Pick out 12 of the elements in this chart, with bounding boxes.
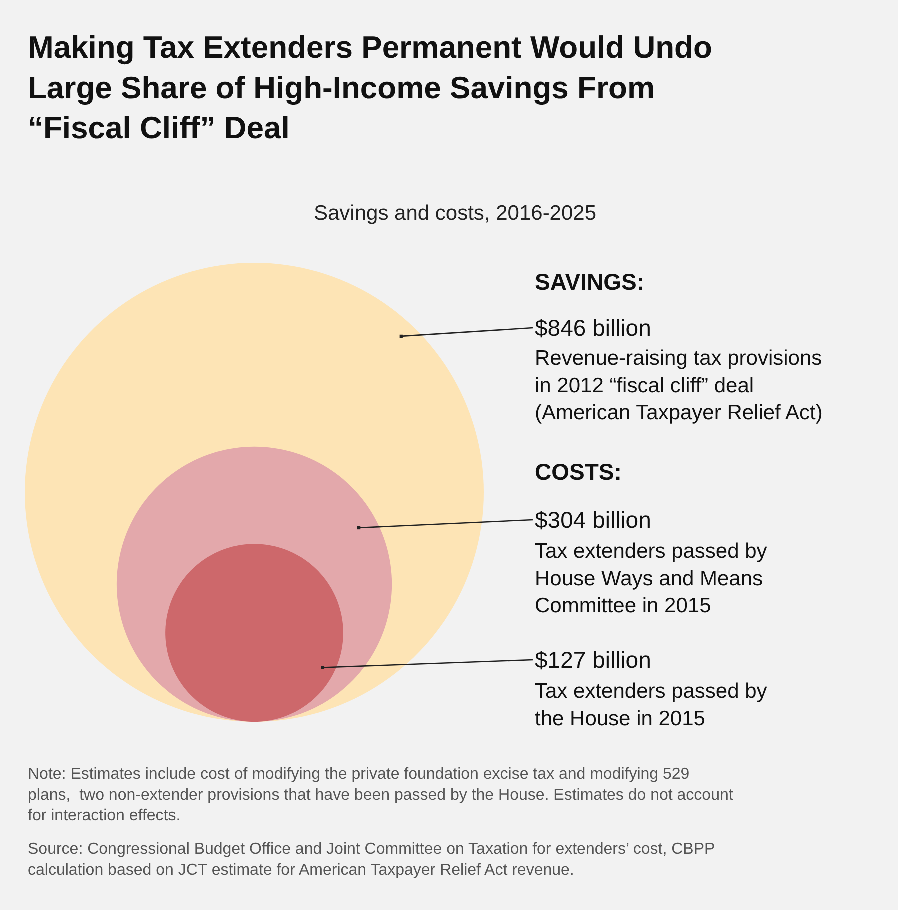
category-label: Tax extenders passed by the House in 2015 (535, 680, 768, 730)
text: Savings and costs, 2016-2025 (314, 202, 597, 225)
data-label: $304 billion (535, 507, 652, 533)
text: Note: Estimates include cost of modifying the private foundation excise tax and modifying 529 plans, two non-extender provisions that have been passed by the House. Estimates do not account for interaction effects. (28, 766, 734, 825)
text: COSTS: (535, 459, 622, 485)
source-note: Source: Congressional Budget Office and Joint Committee on Taxation for extenders’ cost, CBPP calculation based on JCT estimate for American Taxpayer Relief Act revenue. (28, 841, 716, 879)
text: Making Tax Extenders Permanent Would Undo Large Share of High-Income Savings From “Fiscal Cliff” Deal (28, 30, 712, 146)
data-label: $846 billion (535, 315, 652, 341)
category-label: Tax extenders passed by House Ways and Means Committee in 2015 (535, 540, 768, 618)
data-label: $127 billion (535, 647, 652, 673)
category-label: Revenue-raising tax provisions in 2012 “fiscal cliff” deal (American Taxpayer Relief Act) (535, 347, 823, 425)
text: SAVINGS: (535, 269, 644, 295)
